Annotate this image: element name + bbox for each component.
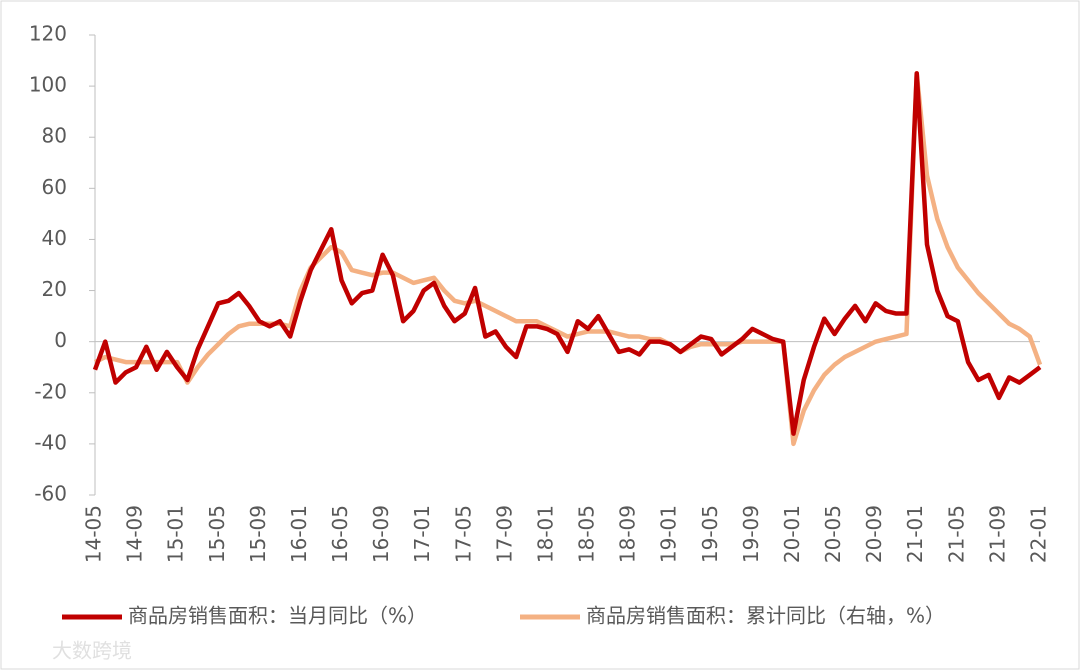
x-tick-label: 20-01 [780,505,804,563]
legend-label: 商品房销售面积：累计同比（右轴，%） [586,604,945,628]
y-tick-label: 0 [54,328,67,352]
y-tick-label: 80 [42,124,67,148]
series-line [93,71,1043,447]
x-tick-label: 16-09 [369,505,393,563]
y-tick-label: -20 [34,379,67,403]
x-tick-label: 15-01 [164,505,188,563]
x-tick-label: 17-01 [410,505,434,563]
y-tick-label: 100 [29,73,67,97]
y-tick-label: -60 [34,482,67,506]
x-tick-label: 20-09 [862,505,886,563]
x-tick-label: 17-05 [451,505,475,563]
y-tick-label: 40 [42,226,67,250]
watermark: 大数跨境 [52,639,132,663]
x-tick-label: 16-01 [287,505,311,563]
x-tick-label: 15-05 [205,505,229,563]
x-tick-label: 14-09 [123,505,147,563]
x-tick-label: 16-05 [328,505,352,563]
x-tick-label: 19-09 [739,505,763,563]
series-line [92,71,1042,436]
y-tick-label: -40 [34,430,67,454]
x-tick-label: 20-05 [821,505,845,563]
x-tick-label: 17-09 [492,505,516,563]
x-tick-label: 19-01 [657,505,681,563]
y-tick-label: 60 [42,175,67,199]
x-tick-label: 22-01 [1027,505,1051,563]
legend-label: 商品房销售面积：当月同比（%） [128,604,427,628]
y-tick-label: 20 [42,277,67,301]
x-tick-label: 18-09 [616,505,640,563]
x-tick-label: 21-09 [985,505,1009,563]
x-tick-label: 18-05 [575,505,599,563]
x-tick-label: 18-01 [533,505,557,563]
x-tick-label: 21-05 [944,505,968,563]
x-tick-label: 19-05 [698,505,722,563]
y-tick-label: 120 [29,22,67,46]
x-tick-label: 14-05 [82,505,106,563]
x-tick-label: 15-09 [246,505,270,563]
x-tick-label: 21-01 [903,505,927,563]
